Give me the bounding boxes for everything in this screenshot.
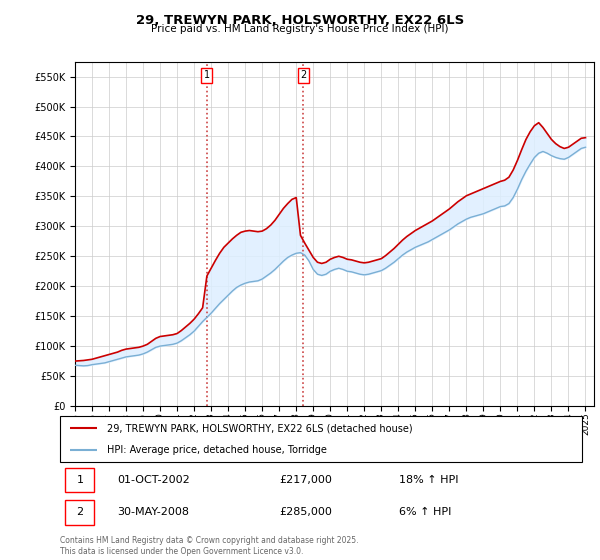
- Text: 2: 2: [76, 507, 83, 517]
- Text: 2: 2: [300, 70, 307, 80]
- Text: Contains HM Land Registry data © Crown copyright and database right 2025.
This d: Contains HM Land Registry data © Crown c…: [60, 536, 359, 556]
- Text: 30-MAY-2008: 30-MAY-2008: [118, 507, 190, 517]
- FancyBboxPatch shape: [65, 500, 94, 525]
- Text: 18% ↑ HPI: 18% ↑ HPI: [400, 475, 459, 486]
- Text: 1: 1: [204, 70, 210, 80]
- Text: HPI: Average price, detached house, Torridge: HPI: Average price, detached house, Torr…: [107, 445, 327, 455]
- Text: 1: 1: [76, 475, 83, 486]
- Text: 01-OCT-2002: 01-OCT-2002: [118, 475, 190, 486]
- Text: 29, TREWYN PARK, HOLSWORTHY, EX22 6LS: 29, TREWYN PARK, HOLSWORTHY, EX22 6LS: [136, 14, 464, 27]
- Text: 6% ↑ HPI: 6% ↑ HPI: [400, 507, 452, 517]
- Text: £285,000: £285,000: [279, 507, 332, 517]
- FancyBboxPatch shape: [65, 468, 94, 492]
- Text: £217,000: £217,000: [279, 475, 332, 486]
- Text: 29, TREWYN PARK, HOLSWORTHY, EX22 6LS (detached house): 29, TREWYN PARK, HOLSWORTHY, EX22 6LS (d…: [107, 423, 413, 433]
- Text: Price paid vs. HM Land Registry's House Price Index (HPI): Price paid vs. HM Land Registry's House …: [151, 24, 449, 34]
